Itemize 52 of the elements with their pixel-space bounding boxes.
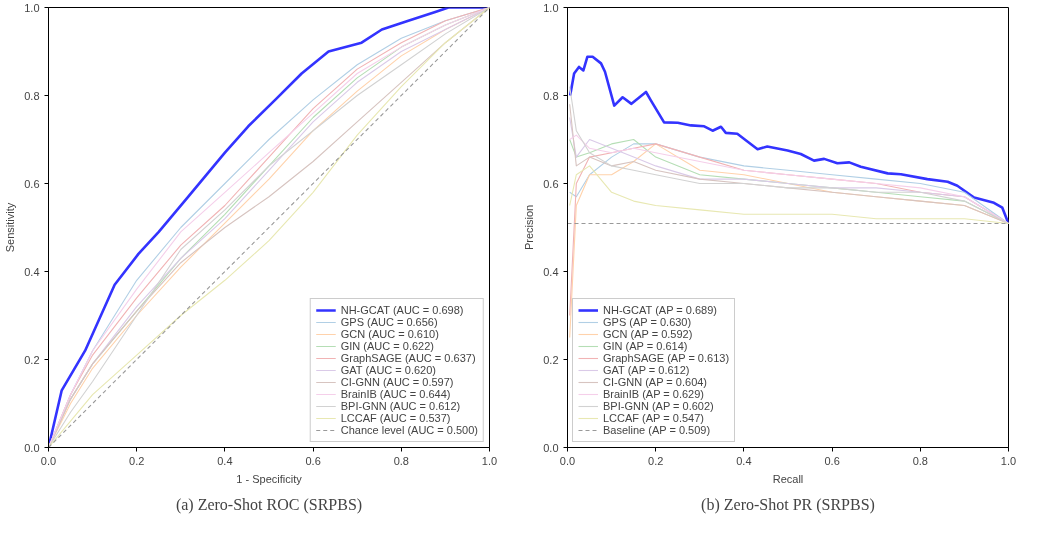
legend-label: CI-GNN (AUC = 0.597) bbox=[340, 376, 454, 388]
legend-label: GPS (AUC = 0.656) bbox=[340, 316, 438, 328]
legend-label: Baseline (AP = 0.509) bbox=[603, 424, 711, 436]
y-axis-title: Precision bbox=[523, 204, 536, 251]
y-tick-label: 0.0 bbox=[543, 441, 559, 454]
x-tick-label: 0.4 bbox=[217, 454, 233, 467]
y-tick-label: 0.6 bbox=[543, 177, 559, 190]
legend-label: GPS (AP = 0.630) bbox=[603, 316, 692, 328]
legend-label: NH-GCAT (AUC = 0.698) bbox=[340, 304, 464, 316]
x-tick-label: 0.0 bbox=[559, 454, 576, 467]
y-tick-label: 0.2 bbox=[543, 353, 559, 366]
y-tick-label: 0.0 bbox=[24, 441, 40, 454]
y-tick-label: 0.8 bbox=[543, 89, 559, 102]
text: (b) Zero-Shot PR (SRPBS) bbox=[701, 495, 875, 514]
y-tick-label: 0.4 bbox=[24, 265, 40, 278]
x-tick-label: 0.6 bbox=[824, 454, 840, 467]
text: (a) Zero-Shot ROC (SRPBS) bbox=[175, 495, 363, 514]
legend-label: NH-GCAT (AP = 0.689) bbox=[603, 304, 718, 316]
y-tick-label: 0.8 bbox=[24, 89, 40, 102]
legend-label: GIN (AP = 0.614) bbox=[603, 340, 688, 352]
y-axis-title: Sensitivity bbox=[4, 202, 17, 253]
x-axis-title: 1 - Specificity bbox=[236, 472, 303, 485]
legend-label: GraphSAGE (AUC = 0.637) bbox=[340, 352, 476, 364]
legend-label: GIN (AUC = 0.622) bbox=[340, 340, 434, 352]
legend-label: Chance level (AUC = 0.500) bbox=[340, 424, 478, 436]
x-tick-label: 0.8 bbox=[393, 454, 409, 467]
x-tick-label: 0.0 bbox=[40, 454, 57, 467]
legend-label: BPI-GNN (AUC = 0.612) bbox=[340, 400, 461, 412]
x-tick-label: 0.2 bbox=[648, 454, 664, 467]
x-tick-label: 1.0 bbox=[481, 454, 498, 467]
legend-label: GAT (AP = 0.612) bbox=[603, 364, 690, 376]
x-tick-label: 0.8 bbox=[912, 454, 928, 467]
y-tick-label: 1.0 bbox=[543, 1, 559, 14]
x-tick-label: 1.0 bbox=[1000, 454, 1017, 467]
legend-label: BrainIB (AP = 0.629) bbox=[603, 388, 704, 400]
legend-label: BPI-GNN (AP = 0.602) bbox=[603, 400, 714, 412]
legend-label: GAT (AUC = 0.620) bbox=[340, 364, 437, 376]
x-axis-title: Recall bbox=[772, 472, 804, 485]
x-tick-label: 0.6 bbox=[305, 454, 321, 467]
x-tick-label: 0.2 bbox=[129, 454, 145, 467]
y-tick-label: 0.2 bbox=[24, 353, 40, 366]
legend-label: CI-GNN (AP = 0.604) bbox=[603, 376, 708, 388]
y-tick-label: 1.0 bbox=[24, 1, 40, 14]
legend-label: LCCAF (AUC = 0.537) bbox=[340, 412, 451, 424]
x-tick-label: 0.4 bbox=[736, 454, 752, 467]
legend-label: GraphSAGE (AP = 0.613) bbox=[603, 352, 730, 364]
legend-label: BrainIB (AUC = 0.644) bbox=[340, 388, 451, 400]
y-tick-label: 0.6 bbox=[24, 177, 40, 190]
legend-label: GCN (AUC = 0.610) bbox=[340, 328, 439, 340]
legend-label: GCN (AP = 0.592) bbox=[603, 328, 693, 340]
y-tick-label: 0.4 bbox=[543, 265, 559, 278]
legend-label: LCCAF (AP = 0.547) bbox=[603, 412, 704, 424]
